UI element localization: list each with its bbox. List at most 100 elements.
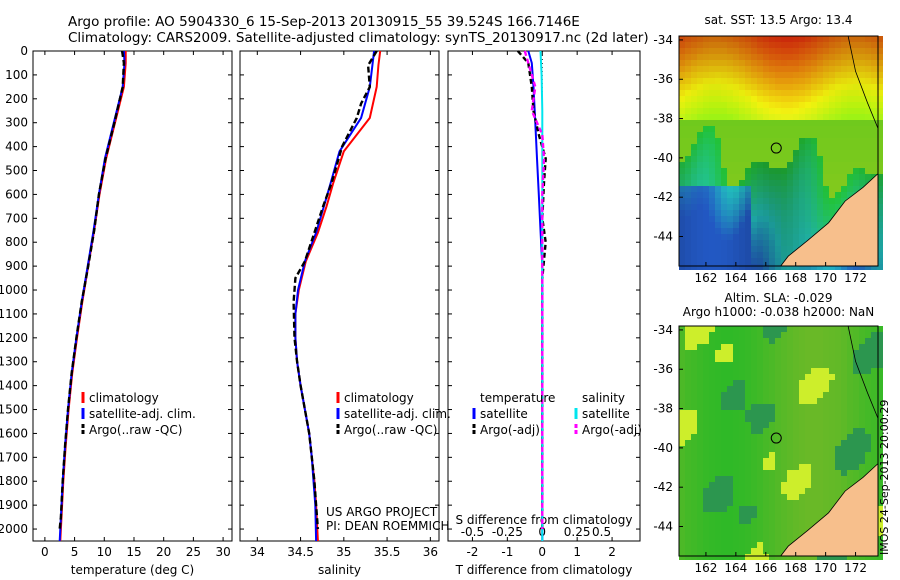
map-cell: [847, 114, 853, 120]
map-cell: [871, 368, 877, 374]
map-cell: [853, 108, 859, 114]
map-cell: [781, 42, 787, 48]
map-cell: [715, 192, 721, 198]
map-cell: [703, 440, 709, 446]
map-cell: [847, 78, 853, 84]
map-cell: [745, 42, 751, 48]
map-cell: [787, 126, 793, 132]
map-cell: [763, 78, 769, 84]
map-cell: [691, 410, 697, 416]
map-cell: [775, 258, 781, 264]
map-cell: [757, 264, 763, 270]
map-cell: [703, 470, 709, 476]
map-cell: [865, 114, 871, 120]
map-cell: [721, 398, 727, 404]
map-cell: [865, 362, 871, 368]
map-cell: [841, 90, 847, 96]
map-cell: [733, 108, 739, 114]
map-cell: [841, 162, 847, 168]
map-cell: [733, 102, 739, 108]
map-cell: [823, 216, 829, 222]
map-cell: [775, 96, 781, 102]
map-cell: [703, 96, 709, 102]
map-cell: [715, 198, 721, 204]
map-cell: [877, 332, 883, 338]
map-cell: [715, 168, 721, 174]
map-cell: [751, 416, 757, 422]
map-cell: [703, 344, 709, 350]
map-cell: [733, 246, 739, 252]
map-cell: [697, 234, 703, 240]
map-cell: [679, 458, 685, 464]
map-cell: [823, 458, 829, 464]
map-cell: [739, 416, 745, 422]
map-cell: [853, 458, 859, 464]
y-tick-label: -40: [653, 441, 673, 455]
map-cell: [817, 174, 823, 180]
map-cell: [793, 54, 799, 60]
map-cell: [721, 36, 727, 42]
map-cell: [835, 416, 841, 422]
map-cell: [733, 392, 739, 398]
y-tick-label: 1200: [0, 331, 28, 345]
map-cell: [679, 246, 685, 252]
map-cell: [817, 48, 823, 54]
map-cell: [805, 386, 811, 392]
map-cell: [691, 530, 697, 536]
map-cell: [715, 60, 721, 66]
map-cell: [793, 192, 799, 198]
map-cell: [841, 264, 847, 270]
map-cell: [877, 506, 883, 512]
map-cell: [757, 458, 763, 464]
map-cell: [685, 210, 691, 216]
map-cell: [817, 162, 823, 168]
map-cell: [853, 138, 859, 144]
map-cell: [835, 422, 841, 428]
map-cell: [877, 326, 883, 332]
map-cell: [763, 36, 769, 42]
map-cell: [721, 338, 727, 344]
map-cell: [751, 452, 757, 458]
map-cell: [709, 464, 715, 470]
map-cell: [745, 524, 751, 530]
map-cell: [715, 162, 721, 168]
map-cell: [811, 204, 817, 210]
map-cell: [853, 470, 859, 476]
map-cell: [709, 168, 715, 174]
map-cell: [871, 380, 877, 386]
map-cell: [799, 54, 805, 60]
map-cell: [745, 168, 751, 174]
map-cell: [715, 72, 721, 78]
y-tick-label: -36: [653, 362, 673, 376]
map-cell: [799, 392, 805, 398]
map-cell: [775, 554, 781, 560]
map-cell: [715, 404, 721, 410]
map-cell: [751, 258, 757, 264]
map-cell: [877, 114, 883, 120]
map-cell: [697, 258, 703, 264]
map-cell: [703, 258, 709, 264]
map-cell: [697, 228, 703, 234]
map-cell: [679, 374, 685, 380]
map-cell: [787, 464, 793, 470]
map-cell: [811, 410, 817, 416]
map-cell: [823, 422, 829, 428]
map-cell: [793, 452, 799, 458]
map-cell: [769, 240, 775, 246]
y-tick-label: -38: [653, 112, 673, 126]
map-cell: [745, 78, 751, 84]
map-cell: [871, 114, 877, 120]
map-cell: [709, 446, 715, 452]
map-cell: [721, 500, 727, 506]
map-cell: [805, 36, 811, 42]
map-cell: [697, 356, 703, 362]
map-cell: [745, 210, 751, 216]
map-cell: [697, 380, 703, 386]
map-cell: [715, 440, 721, 446]
map-cell: [697, 410, 703, 416]
map-cell: [817, 464, 823, 470]
map-cell: [739, 84, 745, 90]
map-cell: [691, 434, 697, 440]
map-cell: [787, 222, 793, 228]
map-cell: [775, 210, 781, 216]
